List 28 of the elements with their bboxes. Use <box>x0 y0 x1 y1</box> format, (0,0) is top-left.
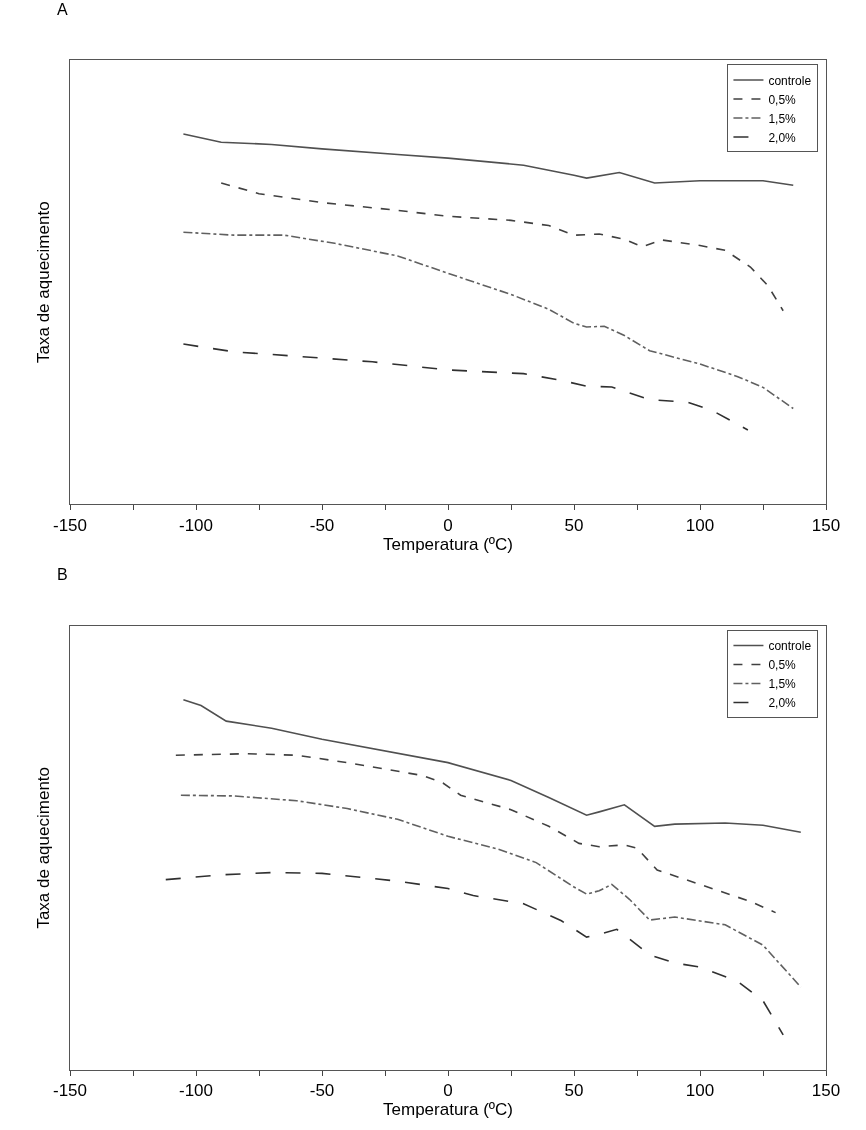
x-tick-label: -50 <box>309 515 335 535</box>
legend-label: 0,5% <box>768 658 797 673</box>
y-axis-title: Taxa de aquecimento <box>33 767 53 929</box>
x-tick-label: 0 <box>443 515 453 535</box>
legend-label: 2,0% <box>768 130 797 145</box>
x-tick-label: -150 <box>52 515 88 535</box>
x-axis-title: Temperatura (ºC) <box>383 1100 513 1120</box>
x-tick-label: -100 <box>178 1081 214 1101</box>
y-axis-title: Taxa de aquecimento <box>33 201 53 363</box>
legend-label: 2,0% <box>768 696 797 711</box>
text: B <box>57 566 68 583</box>
x-tick-label: 150 <box>811 515 841 535</box>
x-tick-label: 100 <box>685 515 715 535</box>
x-tick-label: 50 <box>564 1081 584 1101</box>
legend-label: 0,5% <box>768 92 797 107</box>
text: A <box>57 1 68 18</box>
x-tick-label: -150 <box>52 1081 88 1101</box>
x-tick-label: 0 <box>443 1081 453 1101</box>
x-tick-label: 150 <box>811 1081 841 1101</box>
x-tick-label: -100 <box>178 515 214 535</box>
x-axis-title: Temperatura (ºC) <box>383 534 513 554</box>
legend-label: 1,5% <box>768 677 797 692</box>
legend-label: controle <box>768 639 812 654</box>
x-tick-label: 100 <box>685 1081 715 1101</box>
legend-label: 1,5% <box>768 111 797 126</box>
legend-label: controle <box>768 73 812 88</box>
x-tick-label: 50 <box>564 515 584 535</box>
x-tick-label: -50 <box>309 1081 335 1101</box>
